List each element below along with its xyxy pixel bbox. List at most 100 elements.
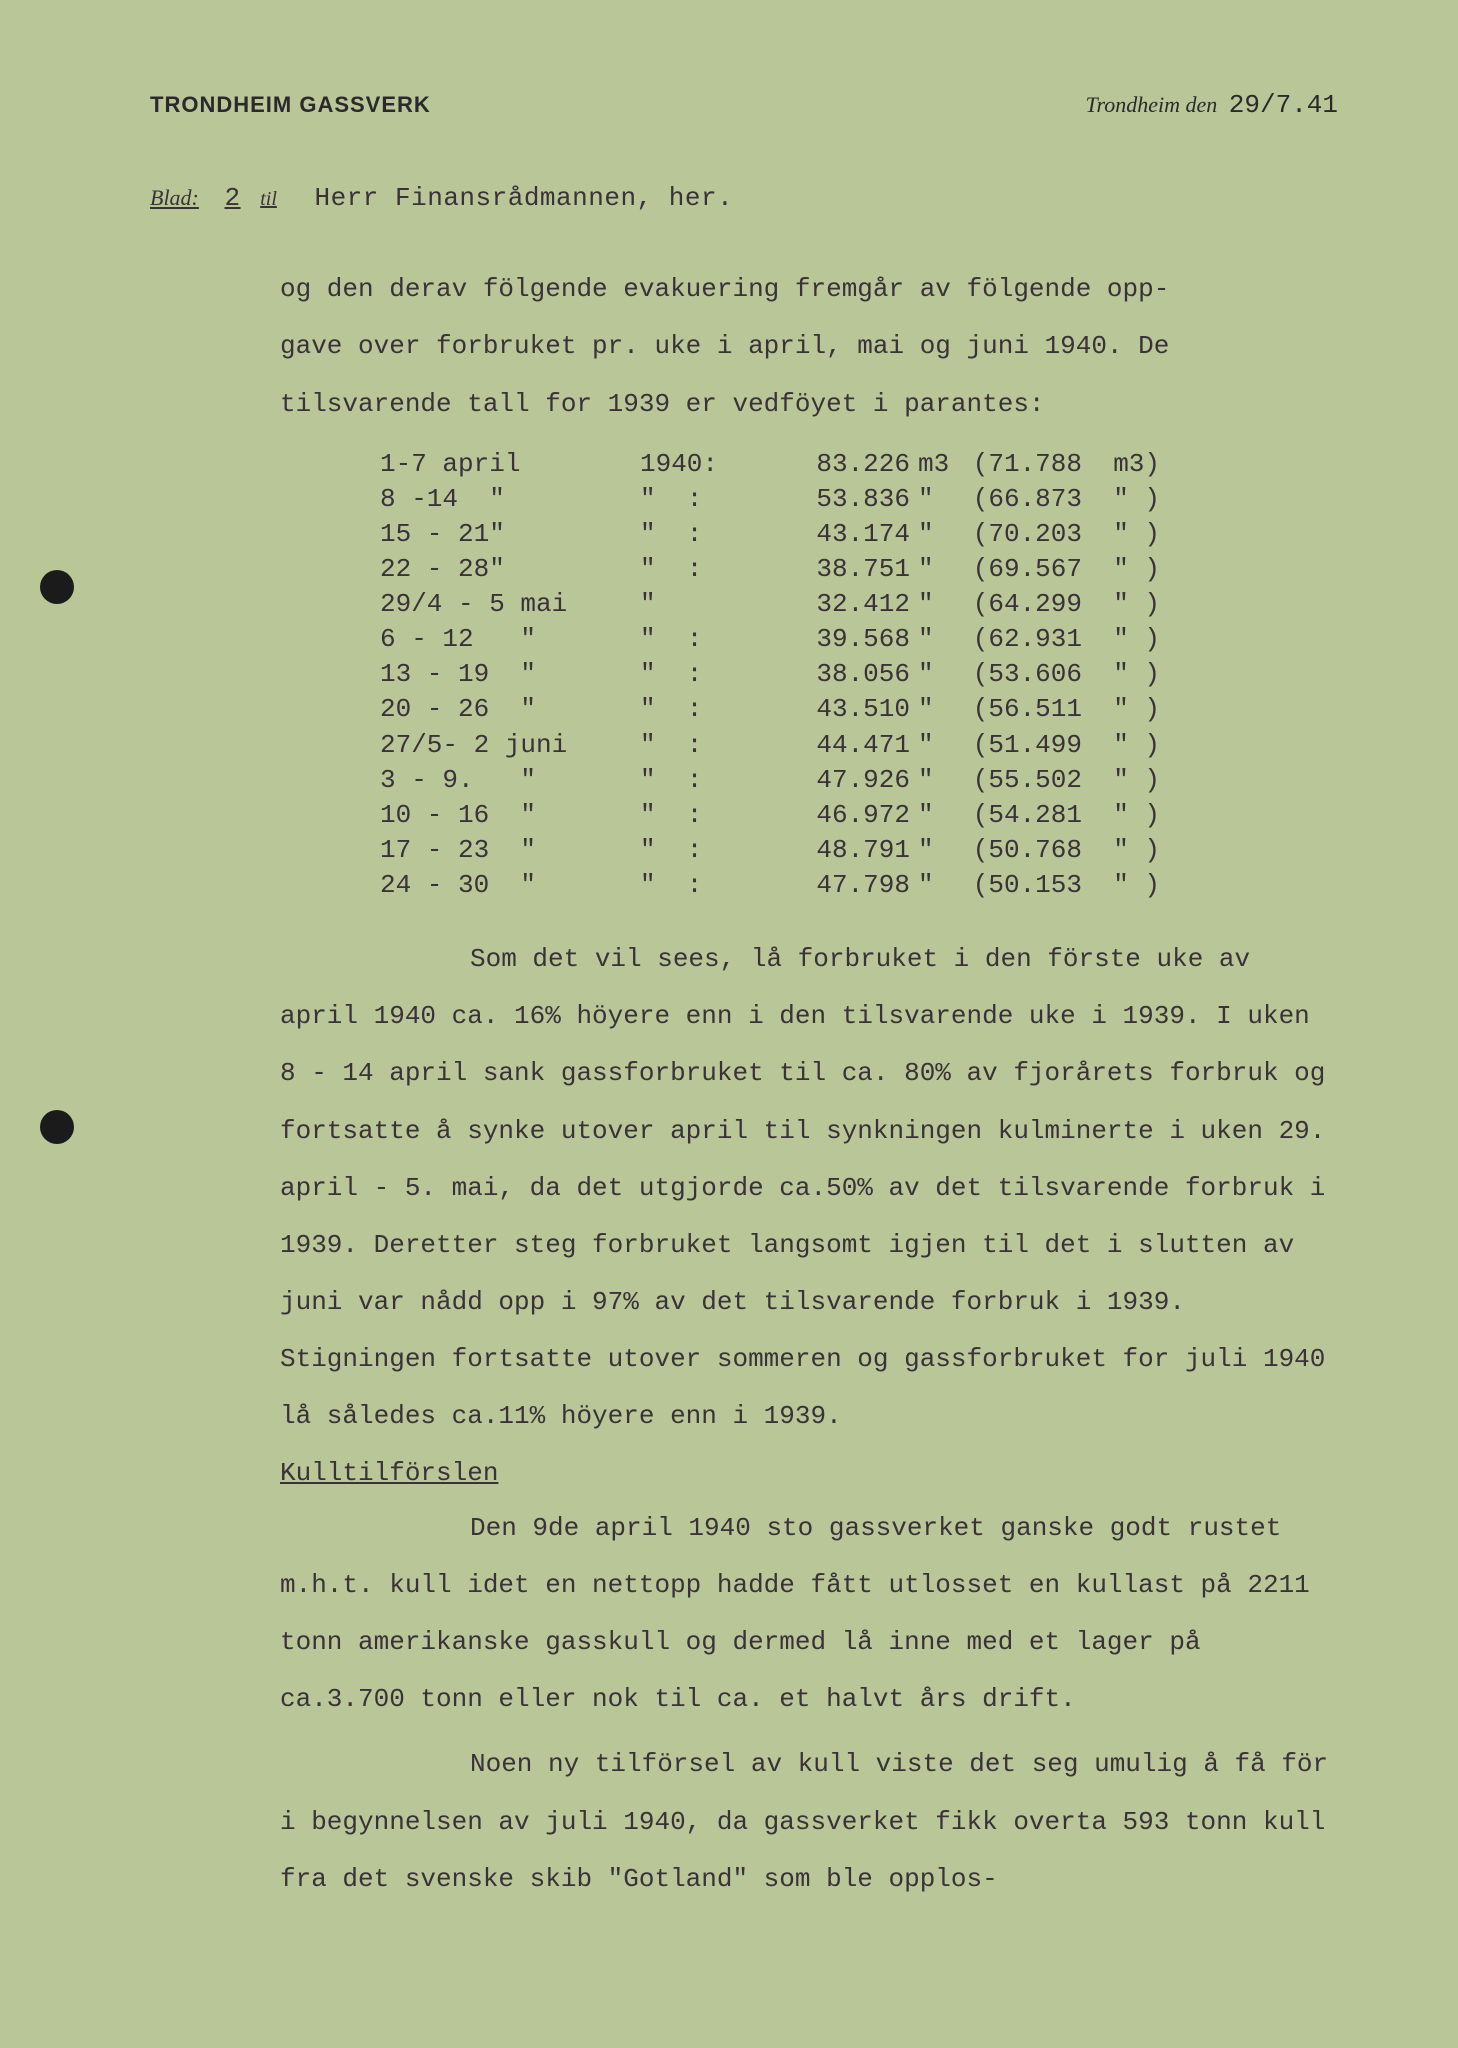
- paragraph-1: og den derav fölgende evakuering fremgår…: [280, 261, 1338, 433]
- cell-year: " :: [640, 728, 750, 763]
- cell-unit: ": [910, 833, 960, 868]
- city-label: Trondheim den: [1085, 92, 1217, 117]
- cell-date: 29/4 - 5 mai: [380, 587, 640, 622]
- table-row: 15 - 21"" :43.174"(70.203 " ): [380, 517, 1338, 552]
- paragraph-2: Som det vil sees, lå forbruket i den för…: [280, 931, 1338, 1446]
- cell-year: " :: [640, 552, 750, 587]
- cell-value: 53.836: [750, 482, 910, 517]
- cell-value: 47.926: [750, 763, 910, 798]
- cell-paren: (50.768 " ): [960, 833, 1160, 868]
- cell-value: 39.568: [750, 622, 910, 657]
- table-row: 24 - 30 "" :47.798"(50.153 " ): [380, 868, 1338, 903]
- table-row: 27/5- 2 juni" :44.471"(51.499 " ): [380, 728, 1338, 763]
- cell-paren: (55.502 " ): [960, 763, 1160, 798]
- cell-unit: ": [910, 622, 960, 657]
- cell-paren: (69.567 " ): [960, 552, 1160, 587]
- blad-line: Blad: 2 til Herr Finansrådmannen, her.: [150, 170, 1338, 227]
- cell-paren: (53.606 " ): [960, 657, 1160, 692]
- letterhead: TRONDHEIM GASSVERK Trondheim den 29/7.41: [150, 90, 1338, 120]
- cell-date: 6 - 12 ": [380, 622, 640, 657]
- section-heading: Kulltilförslen: [280, 1458, 1338, 1488]
- cell-unit: ": [910, 517, 960, 552]
- cell-year: " :: [640, 833, 750, 868]
- cell-paren: (56.511 " ): [960, 692, 1160, 727]
- cell-paren: (64.299 " ): [960, 587, 1160, 622]
- cell-year: " :: [640, 763, 750, 798]
- cell-unit: ": [910, 798, 960, 833]
- paragraph-4: Noen ny tilförsel av kull viste det seg …: [280, 1736, 1338, 1908]
- cell-value: 38.751: [750, 552, 910, 587]
- consumption-table: 1-7 april1940:83.226m3(71.788 m3)8 -14 "…: [380, 447, 1338, 903]
- table-row: 8 -14 "" :53.836"(66.873 " ): [380, 482, 1338, 517]
- table-row: 29/4 - 5 mai"32.412"(64.299 " ): [380, 587, 1338, 622]
- table-row: 22 - 28"" :38.751"(69.567 " ): [380, 552, 1338, 587]
- cell-unit: m3: [910, 447, 960, 482]
- cell-year: ": [640, 587, 750, 622]
- cell-value: 44.471: [750, 728, 910, 763]
- punch-hole-icon: [40, 570, 74, 604]
- text-line: gave over forbruket pr. uke i april, mai…: [280, 318, 1338, 375]
- cell-date: 10 - 16 ": [380, 798, 640, 833]
- cell-year: 1940:: [640, 447, 750, 482]
- cell-date: 27/5- 2 juni: [380, 728, 640, 763]
- cell-date: 13 - 19 ": [380, 657, 640, 692]
- cell-paren: (70.203 " ): [960, 517, 1160, 552]
- cell-date: 22 - 28": [380, 552, 640, 587]
- cell-year: " :: [640, 622, 750, 657]
- recipient: Herr Finansrådmannen, her.: [315, 183, 734, 213]
- cell-year: " :: [640, 868, 750, 903]
- cell-date: 1-7 april: [380, 447, 640, 482]
- cell-paren: (71.788 m3): [960, 447, 1160, 482]
- cell-value: 46.972: [750, 798, 910, 833]
- blad-til: til: [260, 188, 277, 210]
- cell-date: 3 - 9. ": [380, 763, 640, 798]
- cell-unit: ": [910, 657, 960, 692]
- paragraph-3: Den 9de april 1940 sto gassverket ganske…: [280, 1500, 1338, 1729]
- table-row: 6 - 12 "" :39.568"(62.931 " ): [380, 622, 1338, 657]
- blad-label: Blad:: [150, 185, 199, 210]
- blad-number: 2: [225, 183, 241, 213]
- table-row: 10 - 16 "" :46.972"(54.281 " ): [380, 798, 1338, 833]
- punch-hole-icon: [40, 1110, 74, 1144]
- table-row: 20 - 26 "" :43.510"(56.511 " ): [380, 692, 1338, 727]
- cell-paren: (51.499 " ): [960, 728, 1160, 763]
- table-row: 17 - 23 "" :48.791"(50.768 " ): [380, 833, 1338, 868]
- cell-date: 20 - 26 ": [380, 692, 640, 727]
- table-row: 3 - 9. "" :47.926"(55.502 " ): [380, 763, 1338, 798]
- cell-paren: (54.281 " ): [960, 798, 1160, 833]
- cell-paren: (62.931 " ): [960, 622, 1160, 657]
- cell-value: 47.798: [750, 868, 910, 903]
- cell-value: 32.412: [750, 587, 910, 622]
- cell-paren: (50.153 " ): [960, 868, 1160, 903]
- cell-value: 43.510: [750, 692, 910, 727]
- text-line: og den derav fölgende evakuering fremgår…: [280, 261, 1338, 318]
- cell-date: 24 - 30 ": [380, 868, 640, 903]
- cell-unit: ": [910, 868, 960, 903]
- cell-value: 48.791: [750, 833, 910, 868]
- cell-date: 15 - 21": [380, 517, 640, 552]
- cell-date: 8 -14 ": [380, 482, 640, 517]
- cell-value: 38.056: [750, 657, 910, 692]
- cell-year: " :: [640, 517, 750, 552]
- cell-unit: ": [910, 552, 960, 587]
- table-row: 1-7 april1940:83.226m3(71.788 m3): [380, 447, 1338, 482]
- cell-value: 83.226: [750, 447, 910, 482]
- cell-paren: (66.873 " ): [960, 482, 1160, 517]
- document-page: TRONDHEIM GASSVERK Trondheim den 29/7.41…: [150, 90, 1338, 1988]
- date-block: Trondheim den 29/7.41: [1085, 90, 1338, 120]
- cell-date: 17 - 23 ": [380, 833, 640, 868]
- cell-unit: ": [910, 482, 960, 517]
- cell-year: " :: [640, 657, 750, 692]
- text-line: tilsvarende tall for 1939 er vedföyet i …: [280, 376, 1338, 433]
- cell-year: " :: [640, 482, 750, 517]
- cell-year: " :: [640, 798, 750, 833]
- cell-unit: ": [910, 587, 960, 622]
- table-row: 13 - 19 "" :38.056"(53.606 " ): [380, 657, 1338, 692]
- document-date: 29/7.41: [1229, 90, 1338, 120]
- cell-unit: ": [910, 692, 960, 727]
- org-name: TRONDHEIM GASSVERK: [150, 92, 431, 118]
- cell-year: " :: [640, 692, 750, 727]
- cell-value: 43.174: [750, 517, 910, 552]
- cell-unit: ": [910, 763, 960, 798]
- cell-unit: ": [910, 728, 960, 763]
